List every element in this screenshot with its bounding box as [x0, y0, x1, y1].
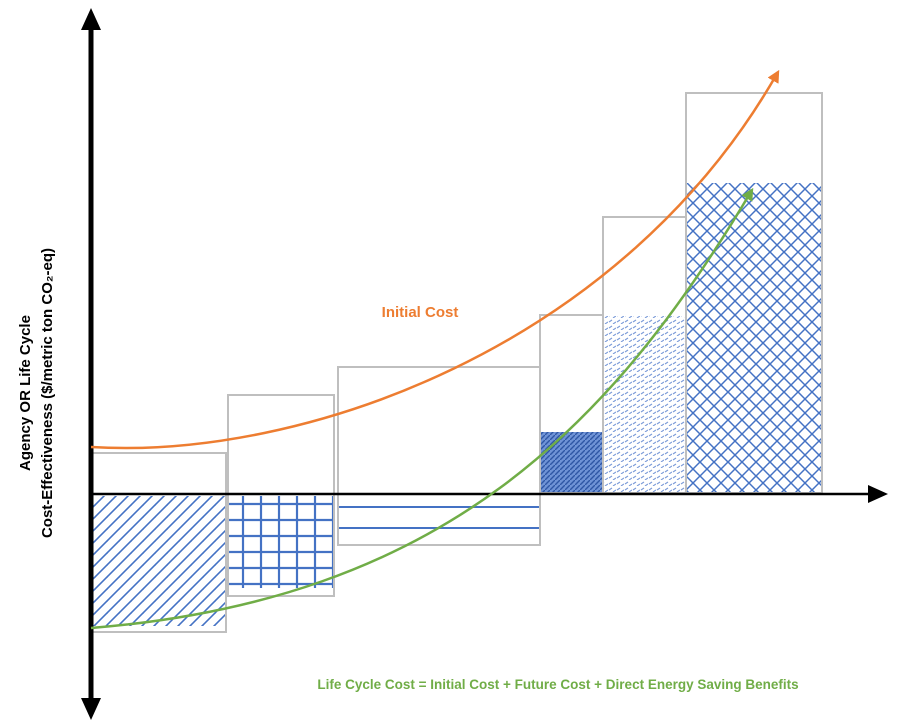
initial-cost-curve — [90, 69, 780, 450]
bar-1-fill — [92, 496, 225, 626]
bar-5-fill — [604, 316, 685, 492]
y-axis-label: Agency OR Life Cycle Cost-Effectiveness … — [17, 248, 56, 538]
life-cycle-cost-curve — [90, 187, 754, 630]
bar-2-fill — [229, 496, 333, 588]
y-axis-arrow-down-icon — [81, 698, 101, 720]
x-axis-arrow-icon — [868, 485, 888, 503]
axes — [81, 8, 888, 720]
bar-2-outline — [227, 394, 335, 597]
bar-6-fill — [687, 183, 821, 492]
initial-cost-label: Initial Cost — [382, 304, 459, 321]
bar-fills — [92, 183, 821, 626]
bar-4-fill — [541, 432, 602, 492]
bar-3-outline — [337, 366, 541, 546]
life-cycle-cost-label: Life Cycle Cost = Initial Cost + Future … — [317, 677, 798, 692]
bar-3-fill-line-1 — [339, 506, 539, 508]
y-axis-label-line-2: Cost-Effectiveness ($/metric ton CO₂-eq) — [39, 248, 56, 538]
y-axis-arrow-up-icon — [81, 8, 101, 30]
y-axis-label-line-1: Agency OR Life Cycle — [17, 315, 34, 471]
